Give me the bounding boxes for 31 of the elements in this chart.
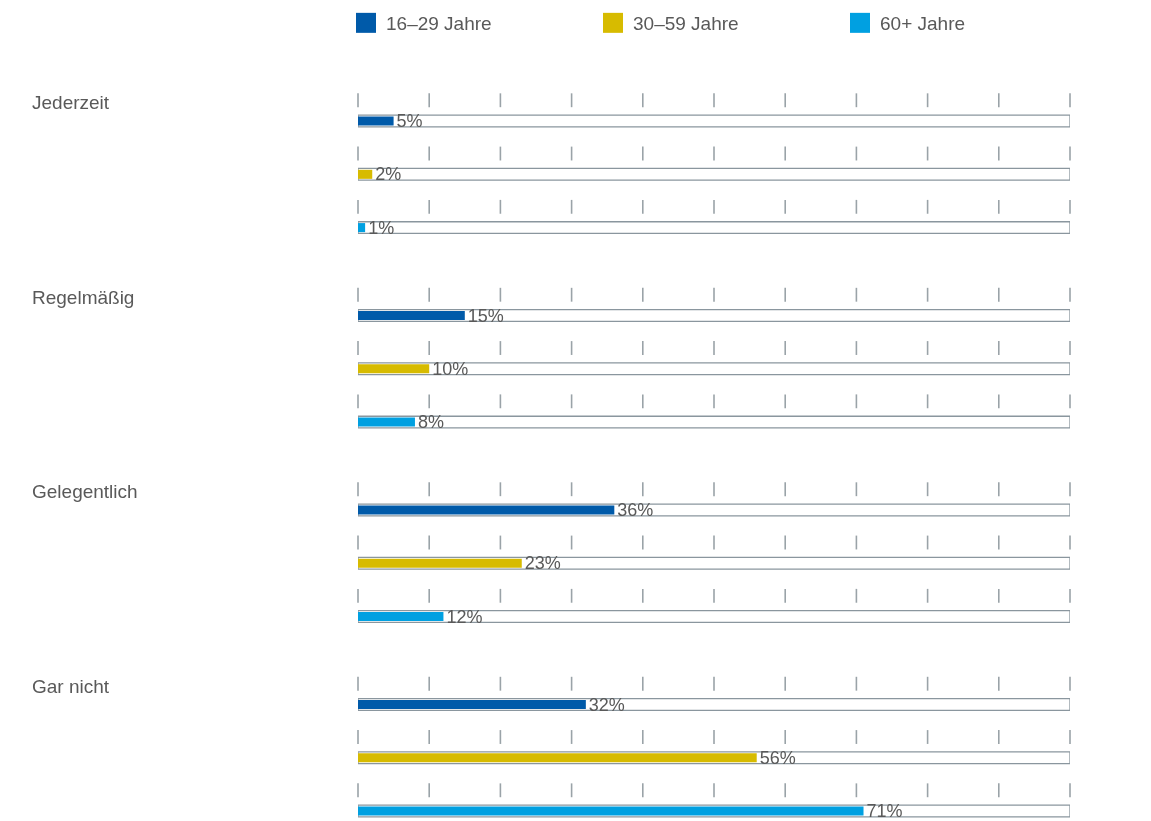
data-label: 10% bbox=[432, 358, 469, 379]
bar bbox=[358, 612, 444, 622]
data-label: 71% bbox=[866, 801, 903, 821]
bar bbox=[358, 169, 373, 179]
data-label: 12% bbox=[446, 606, 483, 627]
legend-label: 60+ Jahre bbox=[880, 13, 966, 35]
data-label: 56% bbox=[759, 747, 796, 768]
data-label: 1% bbox=[368, 217, 395, 238]
data-label: 8% bbox=[417, 412, 444, 433]
y-tick-label: Regelmäßig bbox=[32, 287, 135, 308]
bar bbox=[358, 223, 366, 233]
bar bbox=[358, 311, 465, 321]
y-tick-label: Jederzeit bbox=[32, 92, 110, 113]
bar bbox=[358, 364, 430, 374]
legend-label: 30–59 Jahre bbox=[633, 13, 739, 35]
data-label: 15% bbox=[467, 305, 504, 326]
bar bbox=[358, 558, 522, 568]
bar bbox=[358, 417, 415, 427]
bar bbox=[358, 505, 615, 515]
data-label: 36% bbox=[617, 500, 654, 521]
data-label: 23% bbox=[524, 553, 561, 574]
bar bbox=[358, 806, 864, 816]
bar bbox=[358, 699, 586, 710]
bar bbox=[358, 753, 757, 763]
data-label: 2% bbox=[375, 164, 402, 185]
data-label: 32% bbox=[588, 694, 625, 715]
bar bbox=[358, 116, 394, 126]
y-tick-label: Gelegentlich bbox=[32, 481, 138, 502]
data-label: 5% bbox=[396, 111, 423, 132]
y-tick-label: Gar nicht bbox=[32, 676, 110, 697]
legend-label: 16–29 Jahre bbox=[386, 13, 492, 35]
